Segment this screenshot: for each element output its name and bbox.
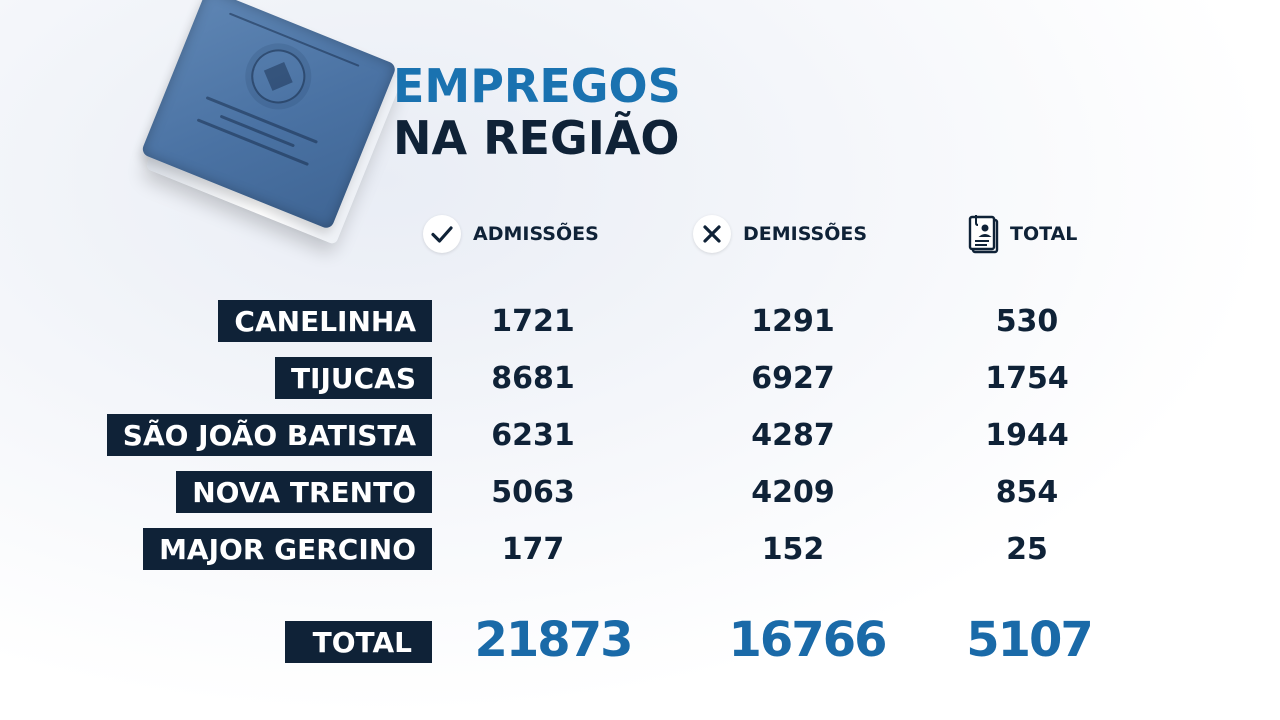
total-value: 1944 <box>985 417 1069 453</box>
page-title: EMPREGOS NA REGIÃO <box>393 60 681 164</box>
work-card-cover <box>140 0 398 231</box>
check-icon <box>423 215 461 253</box>
cover-line <box>196 118 310 167</box>
column-header-admissoes: ADMISSÕES <box>423 214 599 254</box>
total-value: 25 <box>1006 531 1048 567</box>
total-value: 1754 <box>985 360 1069 396</box>
x-icon <box>693 215 731 253</box>
coat-of-arms-icon <box>243 41 314 112</box>
document-icon <box>968 215 1002 254</box>
total-demissoes-value: 16766 <box>728 612 888 668</box>
city-label-sao-joao-batista: SÃO JOÃO BATISTA <box>106 414 432 456</box>
title-line-2: NA REGIÃO <box>393 111 680 165</box>
city-label-nova-trento: NOVA TRENTO <box>176 471 432 513</box>
total-value: 530 <box>995 303 1059 339</box>
admissoes-value: 1721 <box>491 303 575 339</box>
column-header-total: TOTAL <box>968 214 1077 254</box>
demissoes-value: 4287 <box>751 417 835 453</box>
cover-line <box>205 96 319 144</box>
column-label-admissoes: ADMISSÕES <box>473 223 599 245</box>
total-total-value: 5107 <box>966 612 1094 668</box>
admissoes-value: 6231 <box>491 417 575 453</box>
demissoes-value: 1291 <box>751 303 835 339</box>
column-label-demissoes: DEMISSÕES <box>743 223 868 245</box>
work-card-image <box>138 0 402 246</box>
total-value: 854 <box>995 474 1059 510</box>
column-header-demissoes: DEMISSÕES <box>693 214 867 254</box>
admissoes-value: 8681 <box>491 360 575 396</box>
city-label-canelinha: CANELINHA <box>218 300 432 342</box>
city-label-major-gercino: MAJOR GERCINO <box>143 528 432 570</box>
total-label: TOTAL <box>284 621 432 663</box>
admissoes-value: 177 <box>501 531 565 567</box>
demissoes-value: 152 <box>761 531 825 567</box>
demissoes-value: 4209 <box>751 474 835 510</box>
title-line-1: EMPREGOS <box>393 59 681 113</box>
admissoes-value: 5063 <box>491 474 575 510</box>
demissoes-value: 6927 <box>751 360 835 396</box>
city-label-tijucas: TIJUCAS <box>274 357 432 399</box>
total-admissoes-value: 21873 <box>474 612 634 668</box>
column-label-total: TOTAL <box>1010 223 1078 245</box>
